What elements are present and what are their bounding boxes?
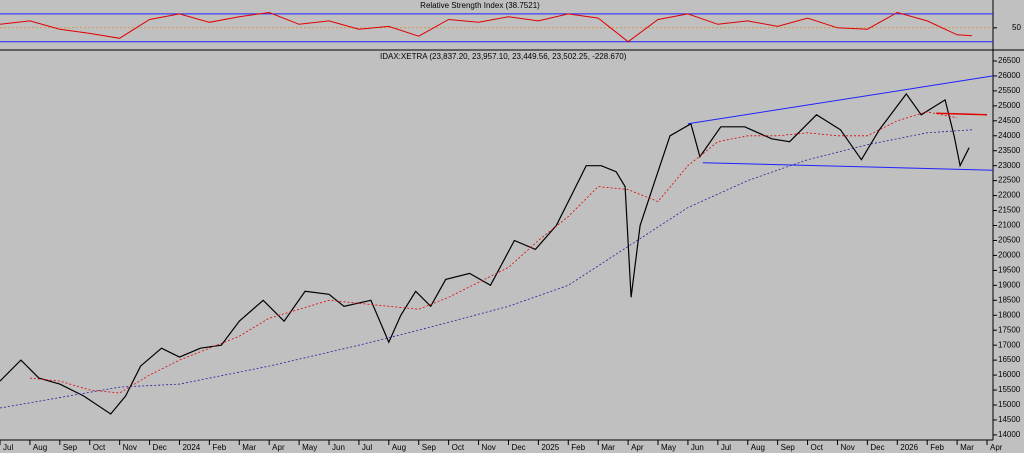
y-tick-label: 14000	[998, 430, 1021, 439]
x-tick-label: 2024	[182, 443, 200, 452]
y-tick-label: 24500	[998, 116, 1021, 125]
x-tick-label: Jun	[332, 443, 345, 452]
y-tick-label: 19000	[998, 280, 1021, 289]
price-series	[29, 111, 958, 394]
y-tick-label: 21000	[998, 221, 1021, 230]
x-tick-label: Dec	[153, 443, 167, 452]
y-tick-label: 20000	[998, 251, 1021, 260]
x-tick-label: May	[661, 443, 676, 452]
y-tick-label: 50	[1012, 23, 1021, 32]
y-tick-label: 21500	[998, 206, 1021, 215]
x-tick-label: Nov	[840, 443, 854, 452]
x-tick-label: Dec	[511, 443, 525, 452]
price-series	[0, 92, 970, 415]
y-tick-label: 15500	[998, 385, 1021, 394]
x-tick-label: Oct	[93, 443, 106, 452]
x-tick-label: Jul	[362, 443, 372, 452]
y-tick-label: 25500	[998, 86, 1021, 95]
price-series	[702, 162, 994, 171]
x-tick-label: Jul	[721, 443, 731, 452]
x-tick-label: Mar	[601, 443, 615, 452]
y-tick-label: 18000	[998, 310, 1021, 319]
y-tick-label: 17000	[998, 340, 1021, 349]
x-tick-label: Oct	[452, 443, 465, 452]
x-tick-label: Feb	[930, 443, 944, 452]
x-tick-label: Nov	[123, 443, 137, 452]
x-tick-label: Apr	[631, 443, 644, 452]
x-tick-label: Mar	[242, 443, 256, 452]
x-tick-label: Jun	[691, 443, 704, 452]
y-tick-label: 14500	[998, 415, 1021, 424]
x-tick-label: Aug	[33, 443, 47, 452]
y-tick-label: 24000	[998, 131, 1021, 140]
y-tick-label: 19500	[998, 265, 1021, 274]
y-tick-label: 16000	[998, 370, 1021, 379]
x-tick-label: Sep	[63, 443, 78, 452]
y-tick-label: 18500	[998, 295, 1021, 304]
x-tick-label: Dec	[870, 443, 884, 452]
price-series	[687, 75, 994, 125]
price-series	[936, 112, 988, 116]
x-tick-label: Aug	[392, 443, 406, 452]
y-tick-label: 15000	[998, 400, 1021, 409]
y-tick-label: 26500	[998, 56, 1021, 65]
x-tick-label: Sep	[422, 443, 437, 452]
x-tick-label: Feb	[212, 443, 226, 452]
rsi-line	[0, 11, 973, 43]
x-tick-label: May	[302, 443, 317, 452]
x-tick-label: Sep	[781, 443, 796, 452]
price-title: IDAX:XETRA (23,837.20, 23,957.10, 23,449…	[380, 52, 627, 61]
x-tick-label: Nov	[482, 443, 496, 452]
y-tick-label: 23000	[998, 161, 1021, 170]
y-tick-label: 17500	[998, 325, 1021, 334]
y-tick-label: 20500	[998, 236, 1021, 245]
x-tick-label: Aug	[751, 443, 765, 452]
y-tick-label: 22000	[998, 191, 1021, 200]
rsi-title: Relative Strength Index (38.7521)	[420, 1, 540, 10]
x-tick-label: 2026	[900, 443, 918, 452]
x-tick-label: Feb	[571, 443, 585, 452]
y-tick-label: 25000	[998, 101, 1021, 110]
x-tick-label: Apr	[272, 443, 285, 452]
x-tick-label: Apr	[990, 443, 1003, 452]
y-tick-label: 26000	[998, 71, 1021, 80]
x-tick-label: Mar	[960, 443, 974, 452]
y-tick-label: 23500	[998, 146, 1021, 155]
x-tick-label: 2025	[541, 443, 559, 452]
y-tick-label: 16500	[998, 355, 1021, 364]
x-tick-label: Jul	[3, 443, 13, 452]
y-tick-label: 22500	[998, 176, 1021, 185]
x-tick-label: Oct	[811, 443, 824, 452]
